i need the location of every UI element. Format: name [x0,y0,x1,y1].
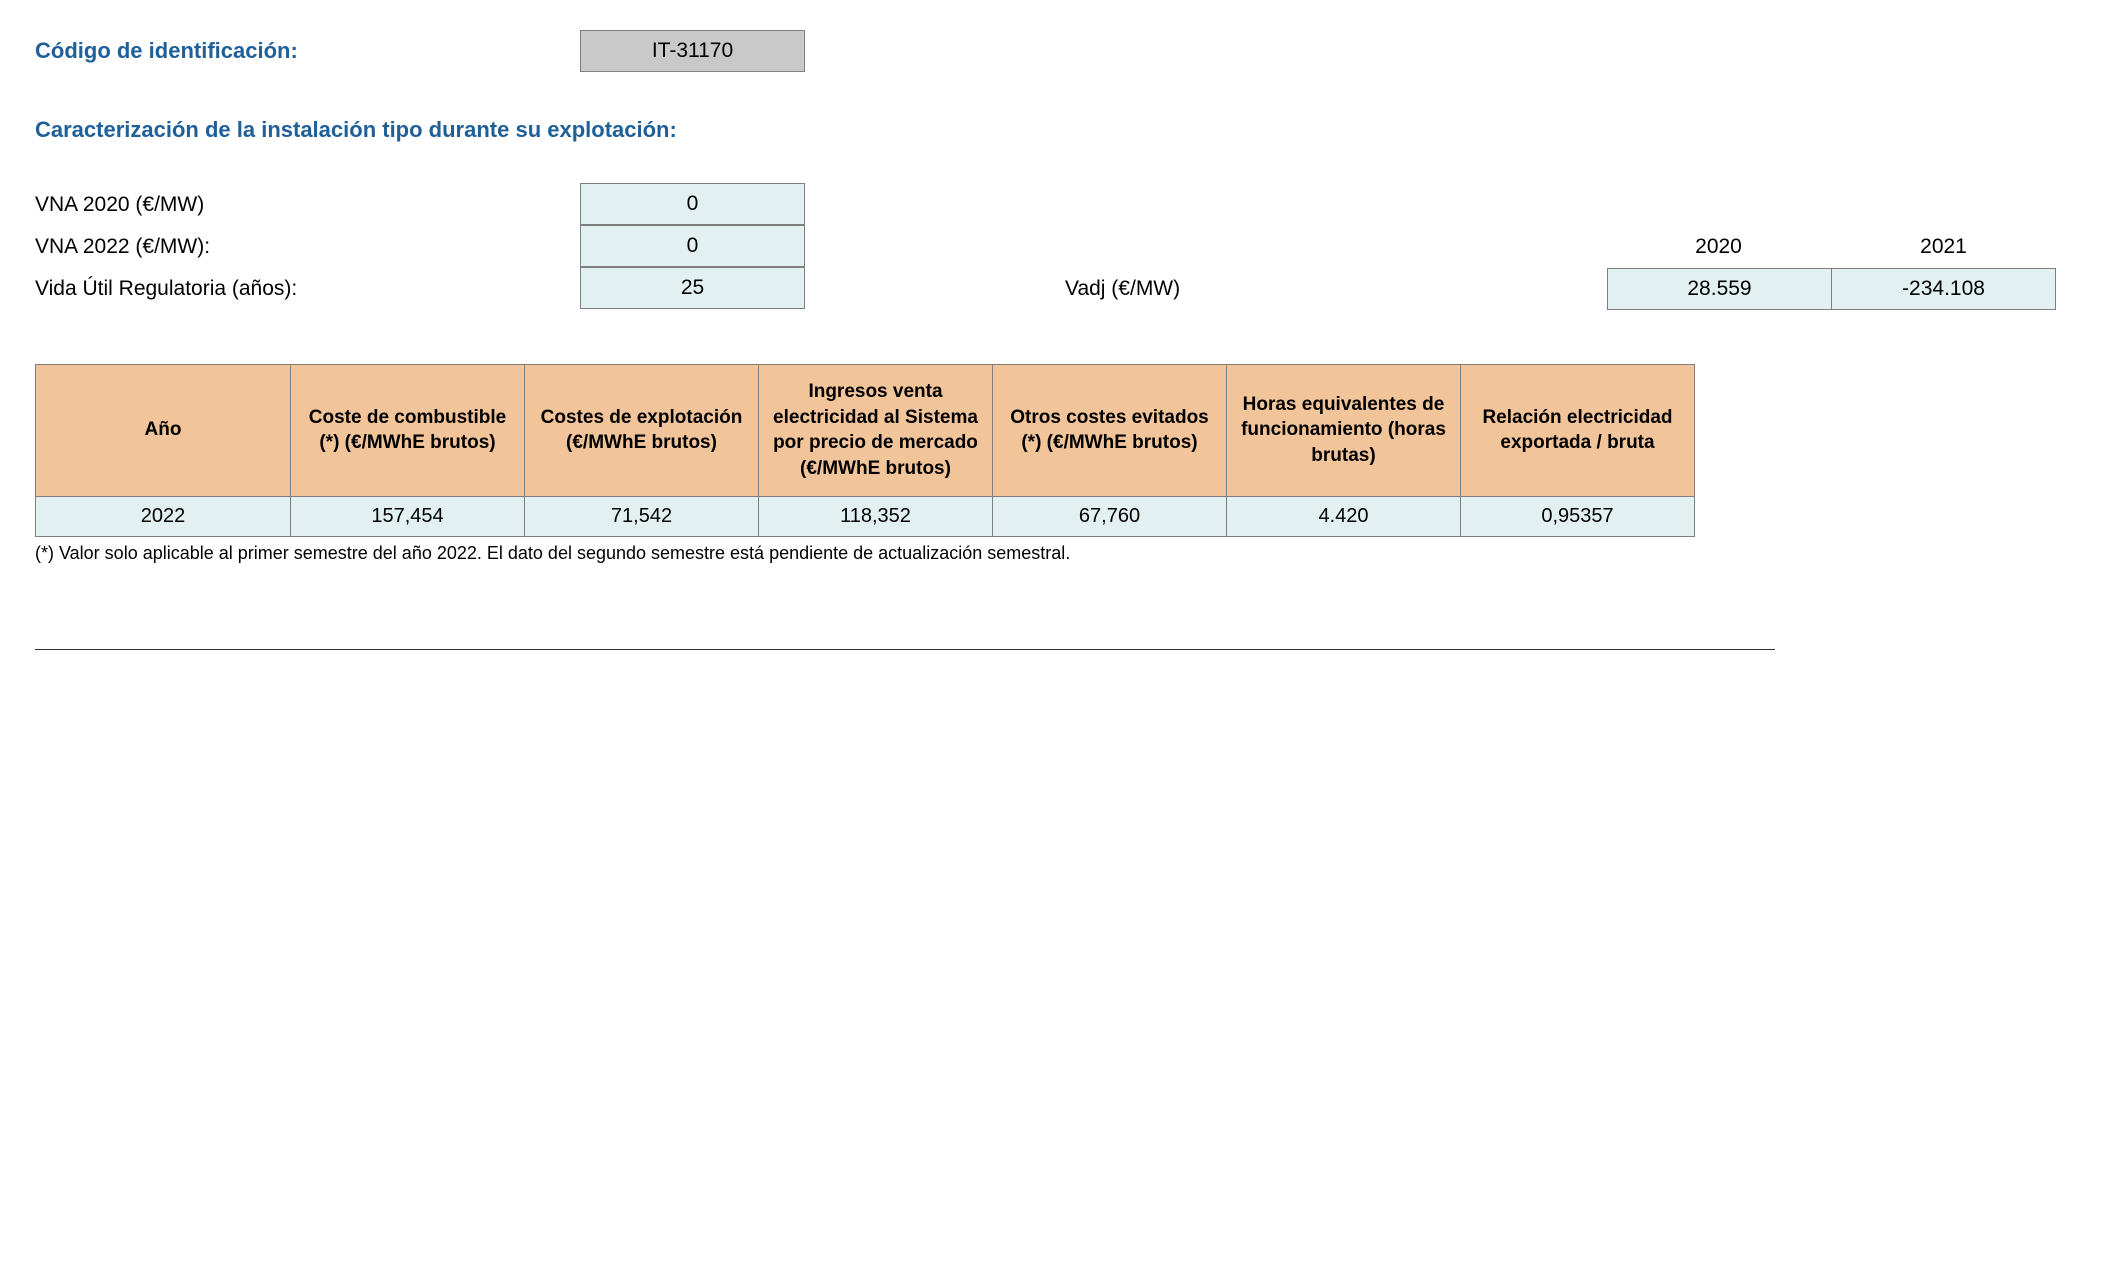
param-row-vna2022: VNA 2022 (€/MW): 0 2020 2021 [35,225,2091,268]
vadj-year-header-2020: 2020 [1606,235,1831,259]
param-row-vida-util: Vida Útil Regulatoria (años): 25 Vadj (€… [35,267,2091,310]
main-data-table: Año Coste de combustible (*) (€/MWhE bru… [35,364,1695,537]
param-value: 25 [580,267,805,309]
cell-op-cost: 71,542 [525,496,759,536]
id-value-box: IT-31170 [580,30,805,72]
section-divider [35,649,1775,650]
param-row-vna2020: VNA 2020 (€/MW) 0 [35,183,2091,226]
col-header-fuel-cost: Coste de combustible (*) (€/MWhE brutos) [291,365,525,497]
col-header-hours: Horas equivalentes de funcionamiento (ho… [1227,365,1461,497]
param-value: 0 [580,225,805,267]
section-subtitle: Caracterización de la instalación tipo d… [35,117,2091,143]
param-value: 0 [580,183,805,225]
cell-avoided: 67,760 [993,496,1227,536]
param-label: VNA 2022 (€/MW): [35,235,210,258]
table-footnote: (*) Valor solo aplicable al primer semes… [35,543,2091,564]
vadj-value-2020: 28.559 [1607,268,1832,310]
id-label: Código de identificación: [35,38,298,63]
col-header-income: Ingresos venta electricidad al Sistema p… [759,365,993,497]
cell-fuel-cost: 157,454 [291,496,525,536]
col-header-year: Año [36,365,291,497]
parameters-block: VNA 2020 (€/MW) 0 VNA 2022 (€/MW): 0 202… [35,183,2091,310]
param-label: VNA 2020 (€/MW) [35,193,204,216]
identification-row: Código de identificación: IT-31170 [35,30,2091,72]
col-header-avoided: Otros costes evitados (*) (€/MWhE brutos… [993,365,1227,497]
vadj-value-2021: -234.108 [1831,268,2056,310]
cell-ratio: 0,95357 [1461,496,1695,536]
vadj-year-header-2021: 2021 [1831,235,2056,259]
cell-income: 118,352 [759,496,993,536]
vadj-label: Vadj (€/MW) [1065,277,1225,301]
col-header-op-cost: Costes de explotación (€/MWhE brutos) [525,365,759,497]
param-label: Vida Útil Regulatoria (años): [35,277,297,300]
table-header-row: Año Coste de combustible (*) (€/MWhE bru… [36,365,1695,497]
col-header-ratio: Relación electricidad exportada / bruta [1461,365,1695,497]
cell-year: 2022 [36,496,291,536]
table-row: 2022 157,454 71,542 118,352 67,760 4.420… [36,496,1695,536]
cell-hours: 4.420 [1227,496,1461,536]
